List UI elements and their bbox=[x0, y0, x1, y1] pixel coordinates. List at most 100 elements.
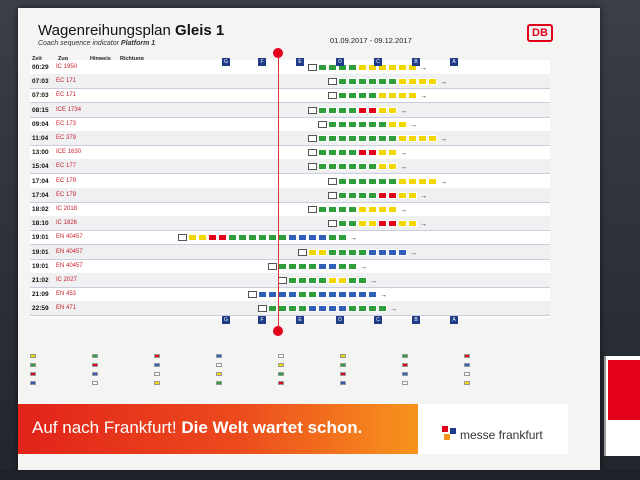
locomotive bbox=[328, 177, 337, 185]
advertising-banner: Auf nach Frankfurt! Die Welt wartet scho… bbox=[18, 404, 568, 454]
coach bbox=[358, 120, 367, 128]
coach bbox=[378, 120, 387, 128]
departure-time: 19:01 bbox=[32, 234, 49, 242]
departure-time: 21:09 bbox=[32, 291, 49, 299]
direction-arrow-icon: → bbox=[350, 235, 357, 243]
locomotive bbox=[308, 64, 317, 71]
coach bbox=[368, 163, 377, 171]
coach bbox=[398, 248, 407, 256]
coach bbox=[348, 262, 357, 270]
legend-swatch bbox=[30, 363, 36, 367]
legend-swatch bbox=[154, 372, 160, 376]
coach bbox=[388, 163, 397, 171]
sector-label-top: F bbox=[258, 58, 266, 66]
train-number: EC 171 bbox=[56, 92, 76, 98]
coach bbox=[378, 163, 387, 171]
coach bbox=[408, 177, 417, 185]
coach bbox=[358, 291, 367, 299]
legend-swatch bbox=[216, 381, 222, 385]
sector-label-top: B bbox=[412, 58, 420, 66]
sector-label-bottom: A bbox=[450, 316, 458, 324]
locomotive bbox=[308, 149, 317, 157]
departure-time: 19:01 bbox=[32, 248, 49, 256]
train-type: IC bbox=[56, 64, 62, 70]
train-number: EN 471 bbox=[56, 305, 76, 311]
coach bbox=[428, 177, 437, 185]
coach bbox=[378, 220, 387, 228]
legend-swatch bbox=[340, 372, 346, 376]
departure-time: 08:15 bbox=[32, 106, 49, 114]
coach bbox=[338, 163, 347, 171]
train-number: EN 40457 bbox=[56, 263, 83, 269]
coach bbox=[328, 248, 337, 256]
case-bottom-edge bbox=[0, 470, 640, 480]
legend-swatch bbox=[30, 381, 36, 385]
sector-label-bottom: C bbox=[374, 316, 382, 324]
locomotive bbox=[328, 191, 337, 199]
coach bbox=[328, 234, 337, 242]
coach bbox=[368, 106, 377, 114]
table-row: 17:04 EC 179 → bbox=[30, 187, 550, 203]
you-are-here-marker-top bbox=[273, 48, 283, 58]
coach bbox=[358, 78, 367, 86]
coach bbox=[338, 92, 347, 100]
sector-label-bottom: G bbox=[222, 316, 230, 324]
coach bbox=[388, 78, 397, 86]
coach bbox=[288, 262, 297, 270]
coach bbox=[358, 248, 367, 256]
departure-time: 11:04 bbox=[32, 135, 49, 142]
coach bbox=[298, 262, 307, 270]
coach bbox=[328, 291, 337, 299]
train-type: EC bbox=[56, 78, 65, 85]
legend-swatch bbox=[216, 354, 222, 358]
table-row: 00:29 IC 1950 → bbox=[30, 60, 550, 75]
coach bbox=[368, 64, 377, 71]
coach bbox=[338, 135, 347, 142]
coach bbox=[408, 191, 417, 199]
train-type: EC bbox=[56, 120, 65, 127]
coach bbox=[318, 206, 327, 213]
legend-swatch bbox=[464, 363, 470, 367]
train-type: EC bbox=[56, 163, 65, 170]
coach bbox=[338, 220, 347, 228]
departure-time: 07:03 bbox=[32, 92, 49, 100]
train-type: EC bbox=[56, 177, 65, 184]
table-row: 19:01 EN 40457 → bbox=[30, 244, 550, 260]
legend-swatch bbox=[92, 372, 98, 376]
header-direction: Richtung bbox=[120, 56, 144, 62]
train-number: IC 2018 bbox=[56, 206, 77, 212]
coach bbox=[358, 206, 367, 213]
coach bbox=[418, 135, 427, 142]
departure-time: 18:10 bbox=[32, 220, 49, 228]
coach bbox=[368, 206, 377, 213]
coach bbox=[338, 106, 347, 114]
coach bbox=[388, 206, 397, 213]
direction-arrow-icon: → bbox=[400, 107, 407, 115]
direction-arrow-icon: → bbox=[400, 164, 407, 172]
departure-time: 13:00 bbox=[32, 149, 49, 157]
coach bbox=[308, 305, 317, 313]
train-num: 179 bbox=[64, 177, 77, 184]
coach bbox=[298, 277, 307, 284]
coach bbox=[328, 120, 337, 128]
direction-arrow-icon: → bbox=[380, 292, 387, 300]
coach bbox=[408, 220, 417, 228]
coach bbox=[388, 220, 397, 228]
train-type: EC bbox=[56, 92, 65, 99]
departure-time: 18:02 bbox=[32, 206, 49, 213]
locomotive bbox=[248, 291, 257, 299]
coach bbox=[328, 163, 337, 171]
side-notice-poster bbox=[604, 356, 640, 456]
train-num: 171 bbox=[64, 78, 77, 85]
timetable-poster: Wagenreihungsplan Gleis 1 Coach sequence… bbox=[18, 8, 600, 470]
train-num: 40457 bbox=[64, 262, 83, 269]
coach bbox=[388, 92, 397, 100]
poster-subtitle: Coach sequence indicator Platform 1 bbox=[38, 40, 156, 47]
locomotive bbox=[268, 262, 277, 270]
coach bbox=[358, 220, 367, 228]
coach bbox=[378, 106, 387, 114]
coach bbox=[378, 78, 387, 86]
coach bbox=[368, 305, 377, 313]
table-row: 13:00 ICE 1630 → bbox=[30, 145, 550, 161]
legend-swatch bbox=[92, 363, 98, 367]
